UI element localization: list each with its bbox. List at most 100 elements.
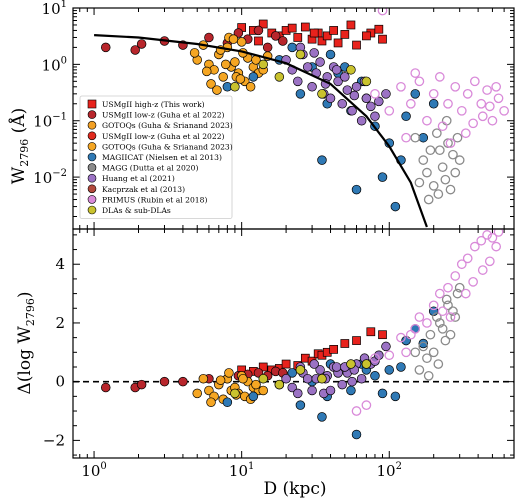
gotoqs-guha-srianand-2023-point <box>198 373 209 384</box>
magiicat-nielsen-et-al-2013-point <box>410 89 421 99</box>
magiicat-nielsen-et-al-2013-point <box>418 338 429 349</box>
magg-dutta-et-al-2020-point <box>431 128 442 139</box>
usmgii-high-z-this-work-point <box>352 40 361 50</box>
primus-rubin-et-al-2018-point <box>401 132 411 143</box>
primus-rubin-et-al-2018-point <box>437 121 448 132</box>
usmgii-low-z-guha-et-al-2022-point <box>178 376 188 387</box>
usmgii-low-z-guha-et-al-2022-point <box>278 36 288 46</box>
magiicat-nielsen-et-al-2013-point <box>384 365 395 375</box>
magiicat-nielsen-et-al-2013-point <box>287 42 297 53</box>
legend-marker <box>87 142 97 151</box>
top-panel: 10−2 10−1 100 101 W2796 (Å) USMgII high-z (… <box>8 0 515 230</box>
magg-dutta-et-al-2020-point <box>418 341 429 352</box>
dlas-sub-dlas-point <box>361 76 372 87</box>
dlas-sub-dlas-point <box>295 365 306 375</box>
huang-et-al-2021-point <box>315 365 325 375</box>
huang-et-al-2021-point <box>381 341 391 352</box>
magiicat-nielsen-et-al-2013-point <box>295 89 306 99</box>
top-y-tick-label: 10−2 <box>33 168 67 187</box>
huang-et-al-2021-point <box>366 101 376 112</box>
primus-rubin-et-al-2018-point <box>456 259 467 270</box>
magg-dutta-et-al-2020-series <box>410 115 465 205</box>
usmgii-low-z-guha-et-al-2022-point <box>270 31 281 41</box>
magiicat-nielsen-et-al-2013-point <box>370 371 380 381</box>
dlas-sub-dlas-point <box>346 65 356 75</box>
primus-rubin-et-al-2018-point <box>493 229 504 237</box>
primus-rubin-et-al-2018-point <box>396 332 406 343</box>
gotoqs-guha-srianand-2023-point <box>258 385 268 396</box>
primus-rubin-et-al-2018-point <box>443 98 453 109</box>
legend-marker <box>87 152 97 162</box>
huang-et-al-2021-point <box>331 362 342 372</box>
usmgii-high-z-this-work-point <box>287 23 297 33</box>
legend-label: PRIMUS (Rubin et al 2018) <box>102 195 207 204</box>
legend-marker <box>87 110 97 119</box>
dlas-sub-dlas-point <box>274 72 285 82</box>
bottom-y-ticks: −2 0 2 4 <box>43 234 514 456</box>
magg-dutta-et-al-2020-point <box>434 318 445 328</box>
primus-rubin-et-al-2018-series <box>370 8 509 149</box>
legend-marker <box>87 163 97 172</box>
magg-dutta-et-al-2020-point <box>428 347 439 358</box>
usmgii-low-z-guha-et-al-2022-series <box>100 366 288 393</box>
magiicat-nielsen-et-al-2013-point <box>396 362 406 372</box>
usmgii-high-z-this-work-point <box>329 26 339 35</box>
primus-rubin-et-al-2018-point <box>437 306 448 317</box>
primus-rubin-et-al-2018-point <box>484 256 495 267</box>
usmgii-high-z-this-work-point <box>352 336 361 345</box>
primus-rubin-et-al-2018-point <box>491 81 502 92</box>
primus-rubin-et-al-2018-point <box>351 406 362 416</box>
legend-marker <box>87 205 97 215</box>
primus-rubin-et-al-2018-point <box>462 88 473 99</box>
bottom-y-tick-label: 2 <box>55 314 65 332</box>
legend-entry: PRIMUS (Rubin et al 2018) <box>87 195 207 204</box>
magiicat-nielsen-et-al-2013-point <box>428 99 439 109</box>
gotoqs-guha-srianand-2023-point <box>218 72 228 82</box>
huang-et-al-2021-point <box>281 373 291 384</box>
primus-rubin-et-al-2018-point <box>422 318 432 328</box>
huang-et-al-2021-point <box>287 382 297 393</box>
magg-dutta-et-al-2020-point <box>437 162 448 173</box>
huang-et-al-2021-point <box>337 379 347 390</box>
dlas-sub-dlas-point <box>317 89 327 99</box>
primus-rubin-et-al-2018-point <box>456 105 467 116</box>
usmgii-high-z-this-work-point <box>258 19 268 29</box>
primus-rubin-et-al-2018-point <box>468 118 478 129</box>
primus-rubin-et-al-2018-point <box>370 353 380 364</box>
x-tick-label: 100 <box>81 461 106 480</box>
primus-rubin-et-al-2018-point <box>450 271 461 281</box>
primus-rubin-et-al-2018-point <box>450 81 461 92</box>
dlas-sub-dlas-point <box>361 359 372 369</box>
magg-dutta-et-al-2020-point <box>433 359 444 369</box>
legend-entry: USMgII high-z (This work) <box>87 99 205 109</box>
huang-et-al-2021-point <box>302 62 313 72</box>
huang-et-al-2021-point <box>333 76 343 87</box>
usmgii-low-z-guha-et-al-2022-point <box>204 32 214 43</box>
primus-rubin-et-al-2018-point <box>462 253 473 264</box>
gotoqs-guha-srianand-2023-point <box>189 48 200 58</box>
gotoqs-guha-srianand-2023-point <box>220 59 231 70</box>
legend-entry: USMgII low-z (Guha et al 2022) <box>87 131 225 141</box>
legend: USMgII high-z (This work) USMgII low-z (G… <box>79 95 233 219</box>
primus-rubin-et-al-2018-point <box>491 241 502 252</box>
magg-dutta-et-al-2020-point <box>423 194 434 205</box>
magg-dutta-et-al-2020-point <box>423 370 434 381</box>
magiicat-nielsen-et-al-2013-point <box>248 72 259 82</box>
huang-et-al-2021-point <box>293 388 303 399</box>
usmgii-high-z-this-work-point <box>300 22 310 32</box>
legend-marker <box>87 120 97 130</box>
usmgii-high-z-this-work-point <box>374 24 384 34</box>
huang-et-al-2021-point <box>340 72 350 82</box>
top-y-tick-label: 10−1 <box>33 112 67 131</box>
x-tick-label: 101 <box>229 461 254 480</box>
magiicat-nielsen-et-al-2013-point <box>390 201 401 212</box>
usmgii-low-z-guha-et-al-2022-point <box>100 42 111 53</box>
usmgii-low-z-guha-et-al-2022-point <box>159 376 170 387</box>
legend-box <box>79 95 233 219</box>
huang-et-al-2021-point <box>356 373 367 384</box>
legend-entry: USMgII low-z (Guha et al 2022) <box>87 110 225 120</box>
primus-rubin-et-al-2018-point <box>468 276 478 287</box>
huang-et-al-2021-point <box>315 57 325 67</box>
magg-dutta-et-al-2020-point <box>454 282 465 293</box>
